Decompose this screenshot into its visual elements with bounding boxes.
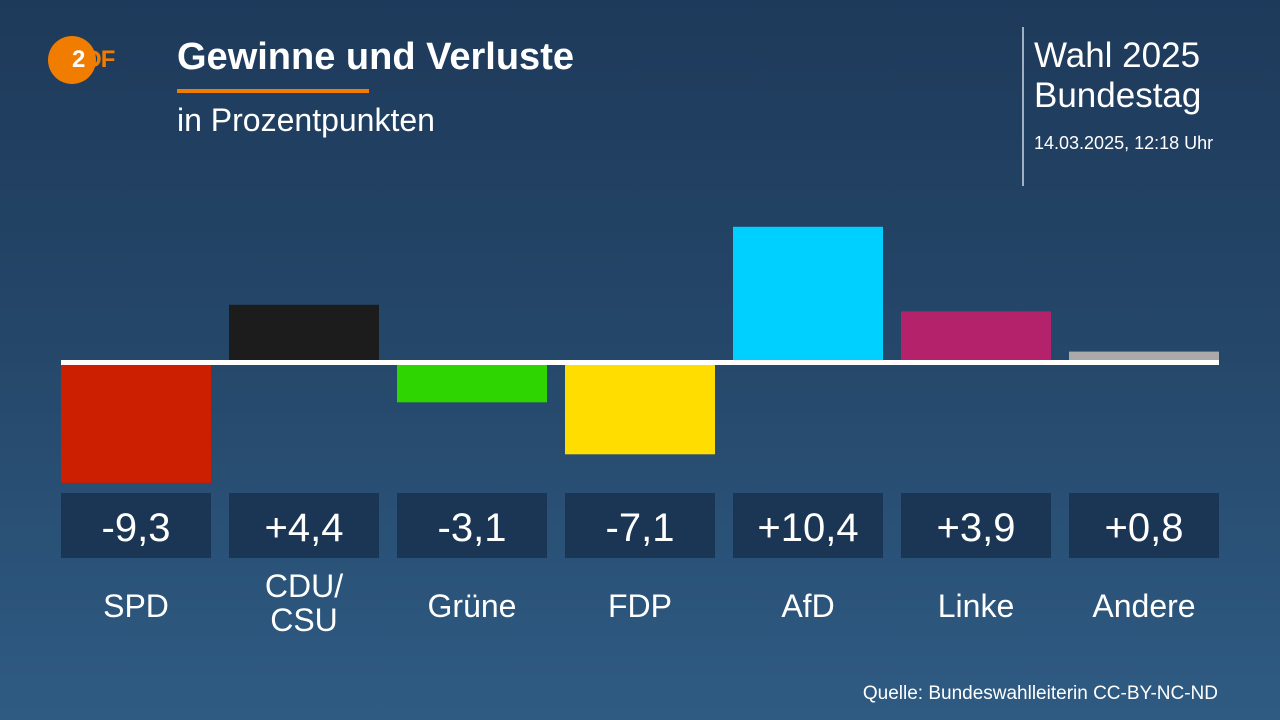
election-body: Bundestag <box>1034 76 1202 115</box>
source-note: Quelle: Bundeswahlleiterin CC-BY-NC-ND <box>862 683 1218 704</box>
value-label-1: +4,4 <box>265 506 344 550</box>
bar-2 <box>397 362 547 403</box>
bar-3 <box>565 362 715 455</box>
category-label-4: AfD <box>781 588 834 624</box>
value-label-4: +10,4 <box>757 506 858 550</box>
bar-5 <box>901 311 1051 362</box>
category-label-6: Andere <box>1092 588 1195 624</box>
election-info: Wahl 2025 Bundestag <box>1034 36 1201 116</box>
election-name: Wahl 2025 <box>1034 36 1201 75</box>
category-label-5: Linke <box>938 588 1015 624</box>
title-underline <box>177 89 369 93</box>
category-label-1: CDU/CSU <box>265 568 343 638</box>
chart-title: Gewinne und Verluste <box>177 36 574 78</box>
value-box-4 <box>733 493 883 558</box>
category-label-0: SPD <box>103 588 169 624</box>
zero-baseline <box>61 360 1219 365</box>
value-box-2 <box>397 493 547 558</box>
value-label-5: +3,9 <box>937 506 1016 550</box>
value-label-2: -3,1 <box>438 506 507 550</box>
zdf-logo <box>48 36 96 84</box>
timestamp: 14.03.2025, 12:18 Uhr <box>1034 133 1214 153</box>
bar-4 <box>733 226 883 362</box>
bar-0 <box>61 362 211 483</box>
value-label-6: +0,8 <box>1105 506 1184 550</box>
category-label-3: FDP <box>608 588 672 624</box>
value-label-0: -9,3 <box>102 506 171 550</box>
value-box-5 <box>901 493 1051 558</box>
value-box-3 <box>565 493 715 558</box>
zdf-logo-text: 2DF <box>72 46 115 73</box>
bar-6 <box>1069 351 1219 362</box>
bar-1 <box>229 304 379 362</box>
value-label-3: -7,1 <box>606 506 675 550</box>
chart-subtitle: in Prozentpunkten <box>177 102 435 138</box>
value-box-1 <box>229 493 379 558</box>
value-box-0 <box>61 493 211 558</box>
category-label-2: Grüne <box>428 588 517 624</box>
divider <box>1022 27 1024 186</box>
value-box-6 <box>1069 493 1219 558</box>
